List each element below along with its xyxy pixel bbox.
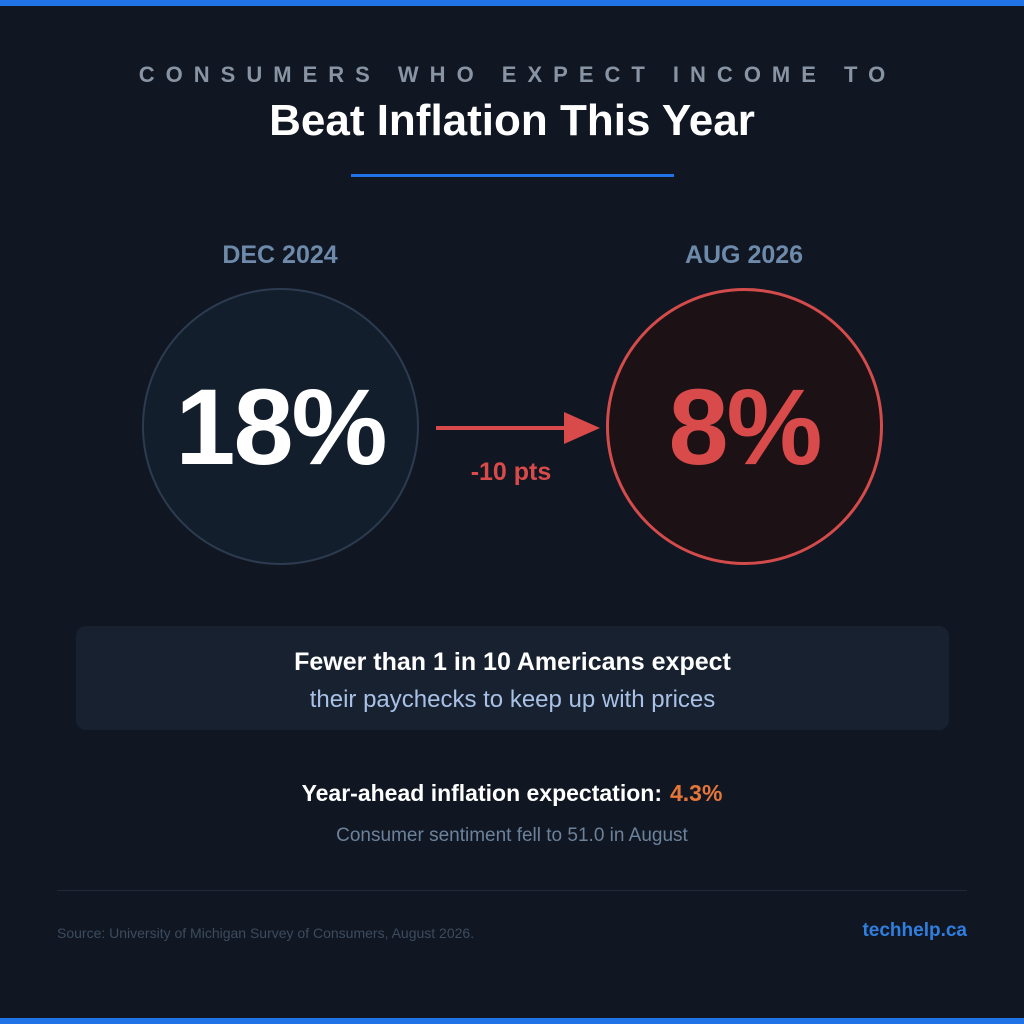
footer-divider [57, 890, 967, 891]
top-accent-bar [0, 0, 1024, 6]
inflation-expectation-stat: Year-ahead inflation expectation: 4.3% [0, 780, 1024, 807]
arrow-right-icon [436, 412, 600, 444]
before-value-circle: 18% [142, 288, 419, 565]
after-period-label: AUG 2026 [684, 241, 804, 269]
before-period-label: DEC 2024 [222, 241, 338, 269]
callout-box: Fewer than 1 in 10 Americans expect thei… [76, 626, 949, 730]
page-title: Beat Inflation This Year [269, 96, 755, 145]
sentiment-note: Consumer sentiment fell to 51.0 in Augus… [336, 825, 688, 846]
after-value: 8% [668, 366, 822, 487]
before-value: 18% [175, 366, 387, 487]
stat-label: Year-ahead inflation expectation: [301, 780, 662, 806]
callout-subline: their paychecks to keep up with prices [309, 686, 716, 713]
eyebrow-heading: CONSUMERS WHO EXPECT INCOME TO [138, 62, 897, 87]
after-value-circle: 8% [606, 288, 883, 565]
change-label: -10 pts [470, 458, 552, 486]
stat-value: 4.3% [669, 780, 723, 806]
callout-headline: Fewer than 1 in 10 Americans expect [294, 648, 731, 676]
bottom-accent-bar [0, 1018, 1024, 1024]
title-underline [351, 174, 674, 177]
source-citation: Source: University of Michigan Survey of… [57, 925, 475, 941]
brand-link[interactable]: techhelp.ca [862, 920, 967, 941]
